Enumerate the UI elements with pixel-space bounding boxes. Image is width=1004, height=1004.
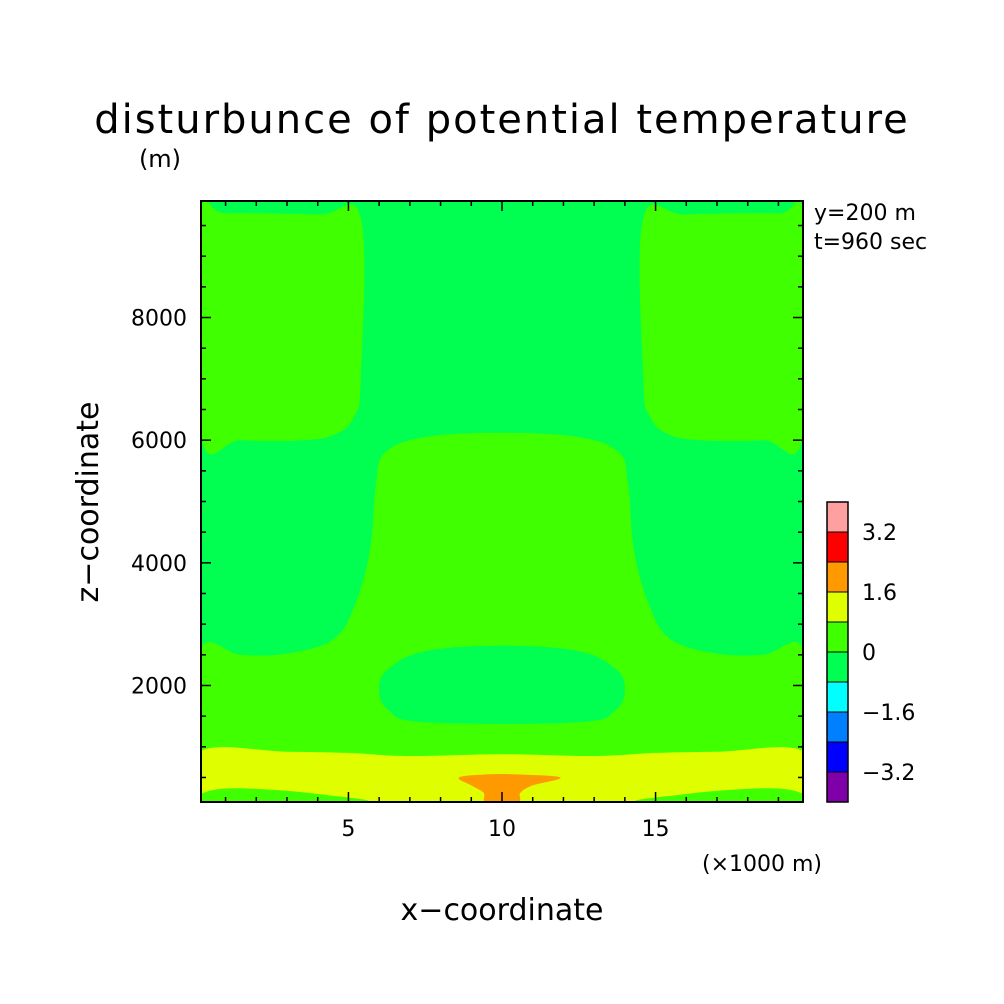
title-unit-label: (m) [139,145,181,173]
contour-region-mid-cool-pocket [379,645,625,724]
contour-plot-area [201,201,803,802]
colorbar-swatch [826,531,849,563]
colorbar-swatch [826,741,849,773]
x-tick-label: 15 [642,817,670,842]
x-tick-label: 5 [341,817,355,842]
y-tick-label: 4000 [131,552,187,577]
chart-title: disturbunce of potential temperature [94,97,910,143]
contour-region-upper-left-warm [201,201,365,455]
x-unit-label: (×1000 m) [702,852,822,877]
colorbar-swatch [826,561,849,593]
colorbar: 3.2 1.6 0 −1.6 −3.2 [826,501,915,803]
colorbar-swatch [826,711,849,743]
colorbar-swatch [826,621,849,653]
y-axis-label: z−coordinate [71,402,106,603]
y-tick-label: 8000 [131,307,187,332]
contour-region-upper-right-warm [639,201,803,455]
colorbar-swatch [826,771,849,803]
contour-region-right-corner-pocket [635,788,803,802]
colorbar-swatch [826,591,849,623]
axis-ticks: 5 10 15 2000 4000 6000 8000 [131,201,803,842]
colorbar-swatch [826,501,849,533]
colorbar-label: −1.6 [862,701,915,726]
colorbar-label: 0 [862,641,876,666]
colorbar-label: 1.6 [862,581,897,606]
colorbar-label: 3.2 [862,521,897,546]
contour-region-left-corner-pocket [201,788,369,802]
annotation-y: y=200 m [814,201,916,226]
colorbar-swatch [826,681,849,713]
colorbar-label: −3.2 [862,761,915,786]
annotation-t: t=960 sec [814,230,927,255]
x-axis-label: x−coordinate [401,893,604,928]
contour-region-lower-warm [201,432,803,769]
contour-region-surface-hot-spot [458,774,561,802]
x-tick-label: 10 [488,817,516,842]
y-tick-label: 6000 [131,429,187,454]
colorbar-swatch [826,651,849,683]
y-tick-label: 2000 [131,674,187,699]
